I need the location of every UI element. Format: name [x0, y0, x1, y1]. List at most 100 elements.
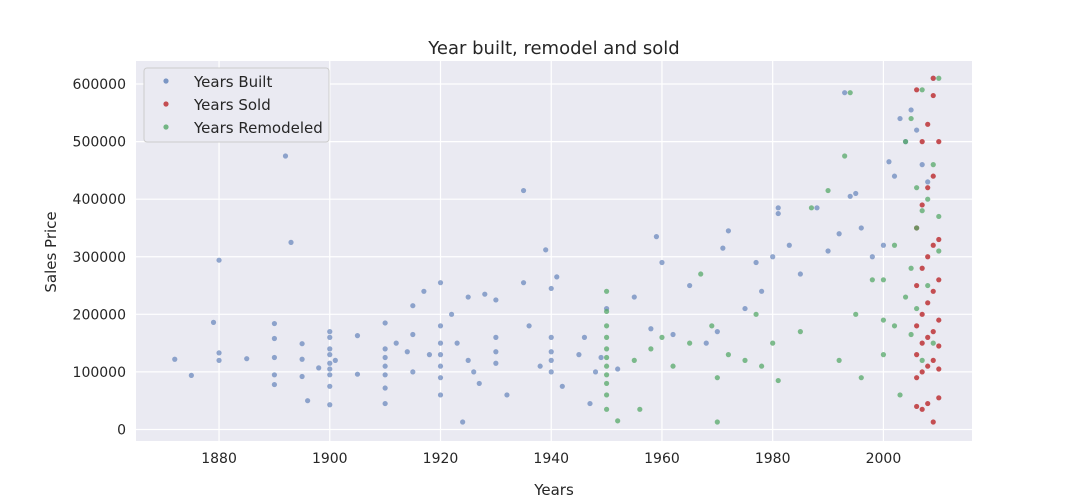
data-point	[271, 381, 278, 388]
data-point	[520, 280, 527, 286]
data-point	[725, 228, 731, 234]
legend: Years Built Years Sold Years Remodeled	[143, 67, 330, 143]
data-point	[775, 210, 781, 217]
data-point	[930, 75, 936, 81]
data-point	[759, 288, 765, 294]
data-point	[914, 375, 920, 381]
data-point	[908, 331, 914, 338]
chart-title: Year built, remodel and sold	[427, 38, 679, 59]
data-point	[299, 356, 305, 362]
data-point	[858, 375, 864, 381]
data-point	[880, 317, 887, 323]
data-point	[897, 115, 903, 122]
data-point	[786, 242, 792, 248]
data-point	[454, 340, 460, 346]
data-point	[648, 346, 654, 352]
data-point	[925, 185, 931, 191]
data-point	[914, 87, 920, 93]
data-point	[936, 236, 942, 243]
data-point	[919, 265, 925, 271]
data-point	[936, 366, 942, 372]
data-point	[471, 369, 477, 375]
data-point	[869, 254, 875, 260]
data-point	[902, 139, 909, 145]
data-point	[410, 369, 416, 375]
data-point	[493, 360, 499, 366]
data-point	[914, 282, 920, 289]
data-point	[537, 363, 543, 369]
data-point	[925, 196, 931, 202]
data-point	[271, 354, 278, 361]
data-point	[576, 352, 582, 358]
data-point	[919, 208, 925, 214]
data-point	[448, 311, 455, 317]
data-point	[919, 340, 925, 346]
data-point	[930, 288, 936, 294]
data-point	[216, 257, 222, 263]
data-point	[930, 242, 936, 248]
data-point	[659, 334, 665, 340]
data-point	[393, 340, 399, 346]
x-tick-label: 1880	[201, 451, 237, 467]
data-point	[720, 245, 726, 251]
data-point	[770, 340, 776, 346]
data-point	[687, 282, 693, 289]
data-point	[919, 139, 925, 145]
data-point	[919, 357, 925, 363]
data-point	[210, 319, 217, 325]
data-point	[598, 354, 604, 361]
data-point	[282, 153, 289, 159]
data-point	[327, 360, 333, 366]
data-point	[603, 308, 610, 315]
data-point	[902, 294, 909, 300]
data-point	[465, 357, 471, 363]
data-point	[891, 323, 898, 329]
data-point	[880, 242, 887, 248]
data-point	[908, 107, 914, 113]
data-point	[603, 380, 610, 387]
y-tick-label: 200000	[73, 307, 126, 323]
data-point	[493, 334, 499, 340]
data-point	[437, 323, 444, 329]
data-point	[714, 419, 720, 425]
data-point	[936, 248, 942, 254]
legend-marker-years-built	[163, 78, 169, 84]
data-point	[493, 349, 499, 355]
data-point	[382, 400, 388, 407]
data-point	[714, 329, 720, 335]
data-point	[648, 326, 654, 332]
data-point	[437, 392, 444, 398]
data-point	[188, 372, 194, 378]
data-point	[825, 187, 831, 194]
data-point	[404, 349, 410, 355]
y-tick-label: 500000	[73, 135, 126, 151]
data-point	[914, 352, 920, 358]
data-point	[592, 369, 599, 375]
data-point	[930, 340, 936, 346]
data-point	[919, 406, 925, 412]
data-point	[897, 392, 903, 398]
data-point	[797, 271, 803, 277]
axis-ticks: 1880 1900 1920 1940 1960 1980 2000 0 100000 20000…	[73, 77, 902, 467]
data-point	[421, 288, 427, 294]
x-axis-title: Years	[533, 481, 574, 499]
data-point	[327, 346, 333, 352]
x-tick-label: 2000	[866, 451, 902, 467]
data-point	[670, 363, 676, 369]
data-point	[914, 225, 920, 231]
data-point	[271, 320, 278, 327]
data-point	[914, 323, 920, 329]
data-point	[936, 395, 942, 401]
data-point	[637, 406, 643, 412]
data-point	[759, 363, 765, 369]
data-point	[327, 366, 333, 372]
data-point	[880, 352, 887, 358]
data-point	[327, 383, 333, 389]
data-point	[936, 75, 942, 81]
data-point	[603, 406, 610, 412]
data-point	[653, 234, 660, 240]
x-tick-label: 1980	[755, 451, 791, 467]
data-point	[742, 357, 748, 363]
data-point	[327, 352, 333, 358]
